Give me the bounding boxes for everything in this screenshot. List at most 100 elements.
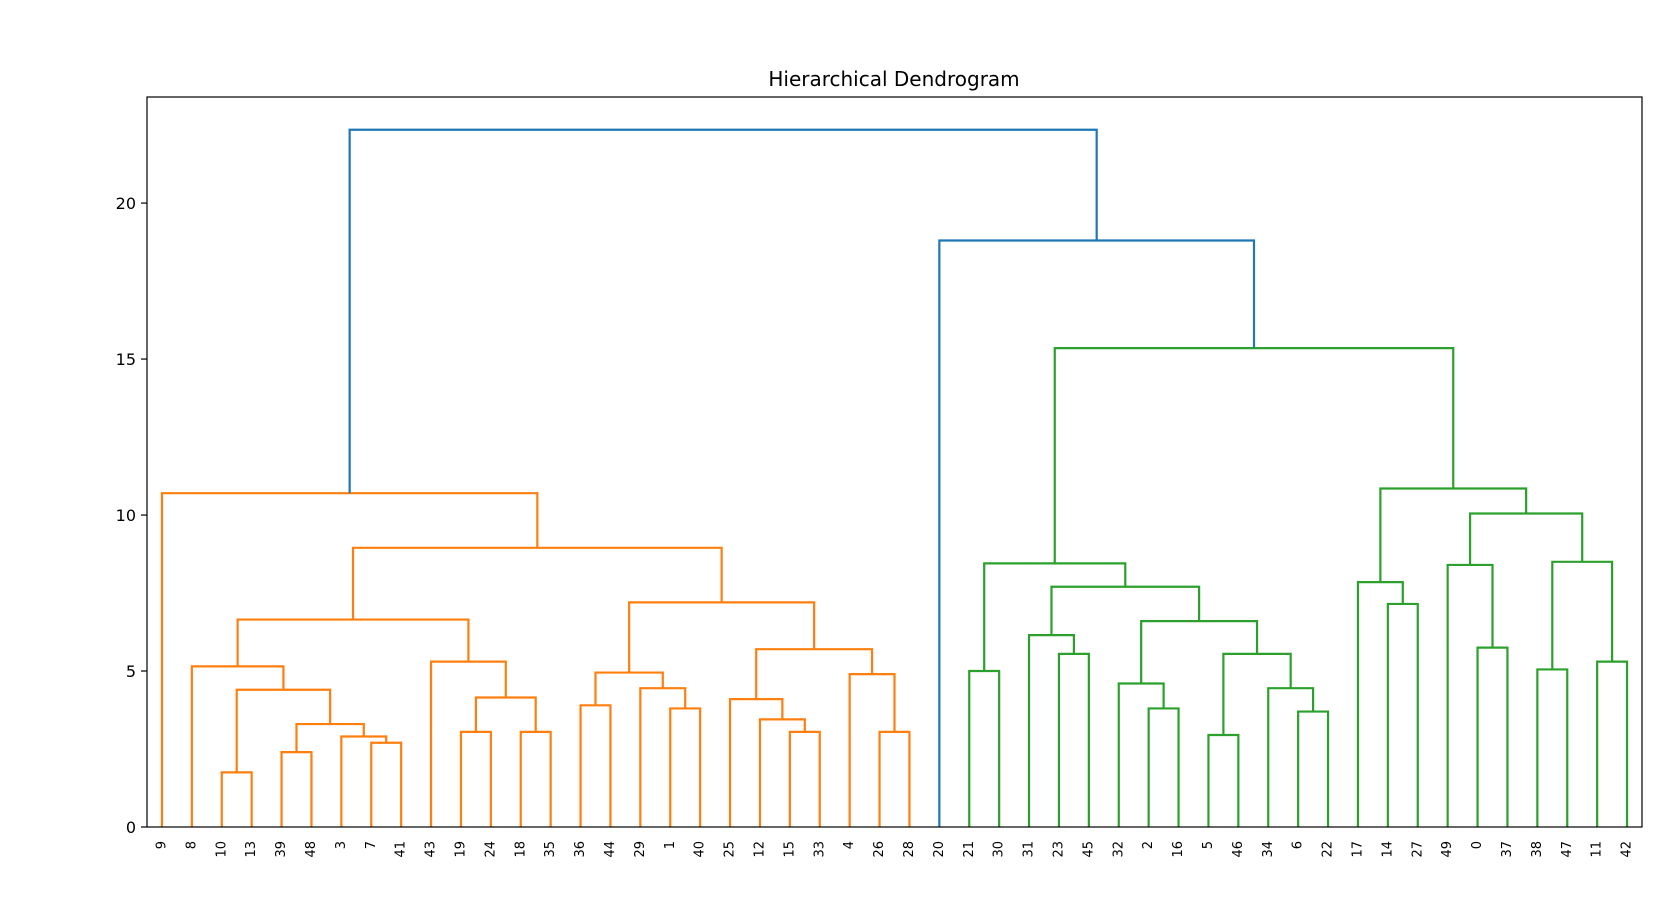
dendrogram-link <box>220 771 253 827</box>
dendrogram-link <box>938 239 1256 827</box>
dendrogram-link <box>236 618 470 667</box>
leaf-label: 32 <box>1111 841 1126 858</box>
leaf-label: 35 <box>543 841 558 858</box>
leaf-label: 38 <box>1530 841 1545 858</box>
dendrogram-link <box>351 546 723 620</box>
chart-title: Hierarchical Dendrogram <box>768 67 1019 91</box>
leaf-label: 15 <box>782 841 797 858</box>
dendrogram-link <box>474 696 537 732</box>
leaf-label: 20 <box>932 841 947 858</box>
dendrogram-link <box>594 671 664 706</box>
leaf-label: 3 <box>334 841 349 849</box>
x-axis: 9 8 10 13 39 48 3 7 41 43 19 24 18 35 36 44 29 1 40 25 12 15 3… <box>154 841 1634 858</box>
dendrogram-link <box>1222 652 1292 735</box>
leaf-label: 44 <box>603 841 618 858</box>
dendrogram-link <box>1057 652 1090 827</box>
dendrogram-link <box>370 741 403 827</box>
leaf-label: 42 <box>1620 841 1635 858</box>
leaf-label: 18 <box>513 841 528 858</box>
leaf-label: 24 <box>483 841 498 858</box>
y-tick-label: 15 <box>116 350 136 369</box>
dendrogram-link <box>788 730 821 827</box>
dendrogram-link <box>1446 563 1494 827</box>
dendrogram-link <box>1053 347 1455 564</box>
leaf-label: 29 <box>633 841 648 858</box>
plot-frame <box>146 96 1643 828</box>
leaf-label: 36 <box>573 841 588 858</box>
dendrogram-link <box>190 665 285 827</box>
dendrogram-link <box>1027 634 1075 827</box>
leaf-label: 9 <box>154 841 169 849</box>
leaf-label: 34 <box>1261 841 1276 858</box>
dendrogram-link <box>429 660 507 827</box>
leaf-label: 26 <box>872 841 887 858</box>
leaf-label: 4 <box>842 841 857 849</box>
leaf-label: 19 <box>453 841 468 858</box>
leaf-label: 46 <box>1231 841 1246 858</box>
leaf-label: 10 <box>214 841 229 858</box>
leaf-label: 16 <box>1171 841 1186 858</box>
dendrogram-link <box>1297 710 1330 827</box>
dendrogram-link <box>1356 581 1404 827</box>
leaf-label: 31 <box>1022 841 1037 858</box>
leaf-label: 21 <box>962 841 977 858</box>
dendrogram-link <box>1476 646 1509 827</box>
leaf-label: 8 <box>184 841 199 849</box>
dendrogram-link <box>519 730 552 827</box>
dendrogram-link <box>1207 733 1240 827</box>
leaf-label: 7 <box>364 841 379 849</box>
leaf-label: 17 <box>1350 841 1365 858</box>
leaf-label: 48 <box>304 841 319 858</box>
dendrogram-link <box>755 648 874 700</box>
dendrogram-link <box>628 601 816 673</box>
leaf-label: 33 <box>812 841 827 858</box>
leaf-label: 49 <box>1440 841 1455 858</box>
dendrogram-link <box>1050 585 1201 636</box>
leaf-label: 1 <box>663 841 678 849</box>
dendrogram-link <box>579 704 612 827</box>
y-tick-label: 0 <box>126 818 136 837</box>
leaf-label: 12 <box>752 841 767 858</box>
dendrogram-link <box>1596 660 1629 827</box>
dendrogram-links <box>160 128 1629 827</box>
leaf-label: 6 <box>1291 841 1306 849</box>
leaf-label: 43 <box>424 841 439 858</box>
dendrogram-link <box>348 128 1098 494</box>
y-tick-label: 10 <box>116 506 136 525</box>
dendrogram-link <box>235 688 332 773</box>
dendrogram-link <box>1117 682 1165 827</box>
dendrogram-link <box>878 730 911 827</box>
dendrogram-link <box>1468 512 1584 565</box>
leaf-label: 45 <box>1081 841 1096 858</box>
dendrogram-link <box>968 669 1001 827</box>
dendrogram-link <box>295 722 365 753</box>
y-tick-label: 5 <box>126 662 136 681</box>
dendrogram-link <box>1140 620 1259 684</box>
dendrogram-link <box>848 673 896 827</box>
leaf-label: 2 <box>1141 841 1156 849</box>
leaf-label: 23 <box>1051 841 1066 858</box>
dendrogram-link <box>1267 687 1315 827</box>
dendrogram-link <box>669 707 702 827</box>
dendrogram-link <box>1551 560 1614 670</box>
leaf-label: 47 <box>1560 841 1575 858</box>
leaf-label: 0 <box>1470 841 1485 849</box>
leaf-label: 22 <box>1321 841 1336 858</box>
leaf-label: 37 <box>1500 841 1515 858</box>
dendrogram-link <box>1386 602 1419 827</box>
leaf-label: 14 <box>1380 841 1395 858</box>
leaf-label: 27 <box>1410 841 1425 858</box>
dendrogram-link <box>1147 707 1180 827</box>
leaf-label: 41 <box>394 841 409 858</box>
dendrogram-link <box>1379 487 1528 583</box>
leaf-label: 13 <box>244 841 259 858</box>
leaf-label: 11 <box>1590 841 1605 858</box>
y-tick-label: 20 <box>116 194 136 213</box>
dendrogram-link <box>1536 668 1569 827</box>
leaf-label: 30 <box>992 841 1007 858</box>
dendrogram-link <box>280 751 313 827</box>
dendrogram-link <box>340 735 388 827</box>
dendrogram-link <box>160 492 539 827</box>
leaf-label: 40 <box>693 841 708 858</box>
